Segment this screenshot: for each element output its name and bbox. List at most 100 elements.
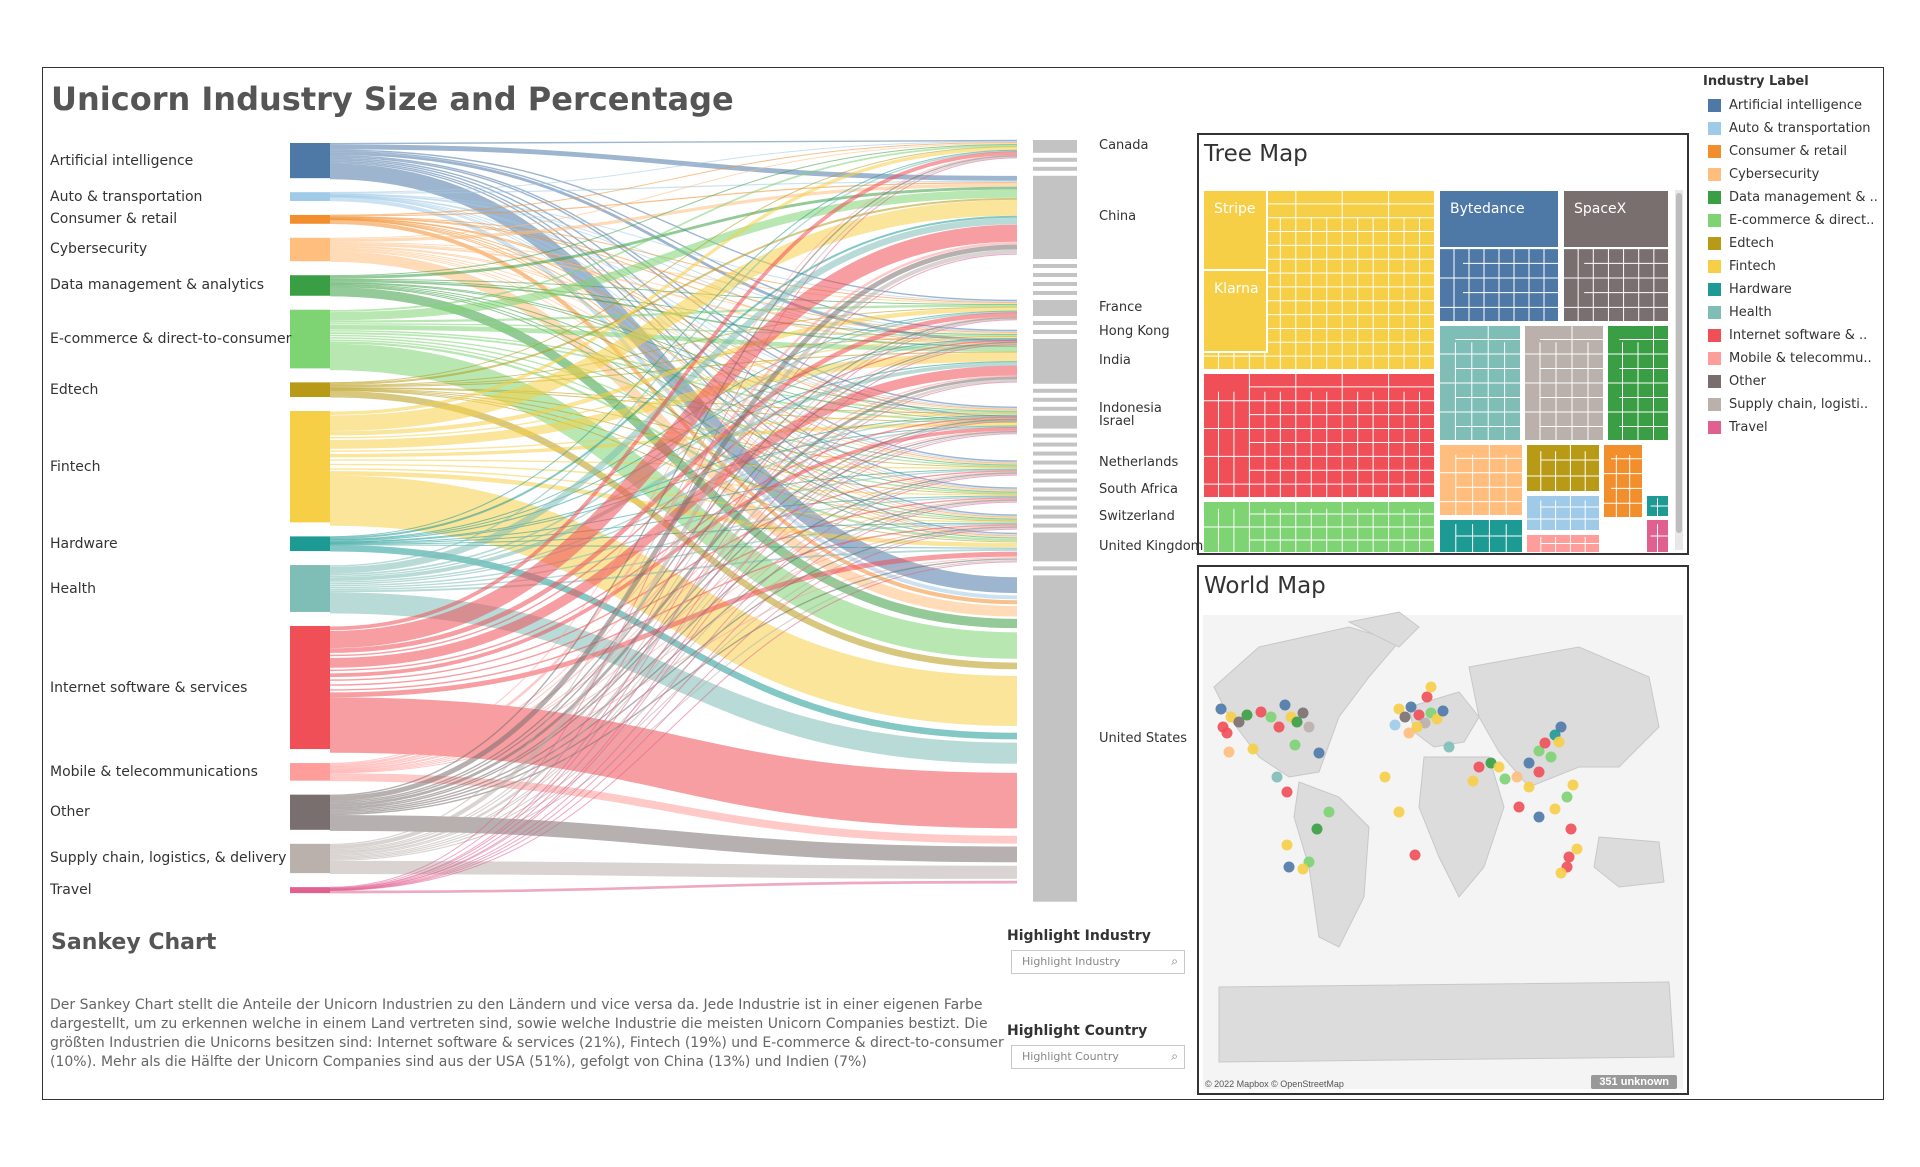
sankey-link[interactable] [329,528,1018,891]
sankey-link[interactable] [329,468,1018,523]
map-marker[interactable] [1493,761,1505,773]
country-bar[interactable] [1033,397,1077,402]
map-marker[interactable] [1405,701,1417,713]
country-bar[interactable] [1033,575,1077,902]
sankey-link[interactable] [329,216,1018,333]
sankey-link[interactable] [329,152,1018,342]
map-marker[interactable] [1379,771,1391,783]
country-bar[interactable] [1033,140,1077,153]
sankey-link[interactable] [329,242,1018,334]
sankey-link[interactable] [329,144,1018,181]
sankey-link[interactable] [329,341,1018,804]
sankey-link[interactable] [329,156,1018,845]
map-marker[interactable] [1271,771,1283,783]
map-marker[interactable] [1413,709,1425,721]
sankey-link[interactable] [329,151,1018,631]
sankey-link[interactable] [329,352,1018,449]
sankey-link[interactable] [329,142,1018,216]
treemap-tile-bytedance[interactable] [1438,189,1560,249]
country-bar[interactable] [1033,523,1077,528]
sankey-link[interactable] [329,197,1018,385]
treemap-block[interactable] [1525,443,1601,493]
sankey-link[interactable] [329,362,1018,581]
country-bar[interactable] [1033,157,1077,162]
legend-item[interactable]: Data management & .. [1703,186,1883,209]
map-marker[interactable] [1533,766,1545,778]
sankey-link[interactable] [329,150,1018,567]
sankey-link[interactable] [329,194,1018,409]
map-marker[interactable] [1247,743,1259,755]
sankey-link[interactable] [329,149,1018,302]
map-marker[interactable] [1443,741,1455,753]
sankey-link[interactable] [329,282,1018,421]
sankey-link[interactable] [329,312,1018,653]
sankey-link[interactable] [329,558,1018,816]
industry-bar[interactable] [290,192,330,201]
sankey-link[interactable] [329,143,1018,239]
sankey-link[interactable] [329,150,1018,332]
map-marker[interactable] [1437,705,1449,717]
highlight-country-input[interactable]: Highlight Country ⌕ [1011,1045,1185,1069]
map-marker[interactable] [1273,721,1285,733]
map-marker[interactable] [1393,703,1405,715]
sankey-link[interactable] [329,880,1018,894]
sankey-link[interactable] [329,249,1018,850]
legend-item[interactable]: Internet software & .. [1703,324,1883,347]
sankey-link[interactable] [329,432,1018,857]
legend-item[interactable]: Other [1703,370,1883,393]
sankey-link[interactable] [329,560,1018,861]
sankey-link[interactable] [329,418,1018,809]
treemap[interactable] [1199,135,1687,553]
sankey-link[interactable] [329,338,1018,578]
treemap-block[interactable] [1438,443,1524,517]
industry-bar[interactable] [290,411,330,523]
sankey-link[interactable] [329,339,1018,657]
map-marker[interactable] [1297,863,1309,875]
map-marker[interactable] [1281,786,1293,798]
legend-item[interactable]: Edtech [1703,232,1883,255]
treemap-panel[interactable]: Tree Map Stripe Klarna Bytedance SpaceX [1197,133,1689,555]
treemap-tile-klarna[interactable] [1202,269,1268,353]
country-bar[interactable] [1033,175,1077,259]
treemap-tile-spacex[interactable] [1562,189,1670,249]
country-bar[interactable] [1033,415,1077,429]
sankey-link[interactable] [329,224,1018,649]
sankey-link[interactable] [329,473,1018,858]
industry-bar[interactable] [290,214,330,224]
sankey-link[interactable] [329,500,1018,859]
map-marker[interactable] [1533,745,1545,757]
industry-bar[interactable] [290,237,330,262]
industry-bar[interactable] [290,275,330,296]
legend-item[interactable]: Cybersecurity [1703,163,1883,186]
map-marker[interactable] [1565,823,1577,835]
sankey-link[interactable] [329,419,1018,855]
legend-item[interactable]: Health [1703,301,1883,324]
legend-item[interactable]: Artificial intelligence [1703,94,1883,117]
sankey-link[interactable] [329,470,1018,681]
map-marker[interactable] [1265,711,1277,723]
map-marker[interactable] [1571,843,1583,855]
sankey-link[interactable] [329,253,1018,889]
map-marker[interactable] [1561,791,1573,803]
sankey-link[interactable] [329,335,1018,387]
industry-bar[interactable] [290,565,330,612]
sankey-link[interactable] [329,141,1018,193]
map-marker[interactable] [1399,711,1411,723]
sankey-link[interactable] [329,340,1018,768]
legend-item[interactable]: Supply chain, logisti.. [1703,393,1883,416]
map-marker[interactable] [1421,691,1433,703]
industry-bar[interactable] [290,536,330,552]
map-marker[interactable] [1313,747,1325,759]
industry-bar[interactable] [290,763,330,781]
legend-item[interactable]: Mobile & telecommu.. [1703,347,1883,370]
sankey-link[interactable] [329,144,1018,277]
industry-bar[interactable] [290,309,330,369]
map-marker[interactable] [1523,781,1535,793]
country-bar[interactable] [1033,406,1077,411]
highlight-industry-input[interactable]: Highlight Industry ⌕ [1011,950,1185,974]
country-bar[interactable] [1033,329,1077,334]
legend-item[interactable]: Hardware [1703,278,1883,301]
map-marker[interactable] [1223,746,1235,758]
sankey-link[interactable] [329,343,1018,890]
world-map[interactable] [1199,567,1687,1093]
